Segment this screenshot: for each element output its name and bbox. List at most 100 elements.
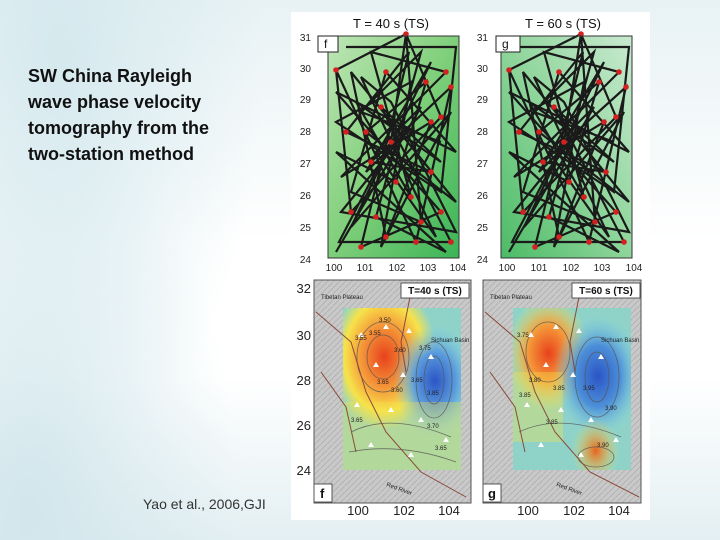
- contour-label: 3.95: [583, 386, 595, 392]
- x-tick: 100: [517, 503, 539, 518]
- y-tick: 30: [297, 328, 311, 343]
- x-tick: 102: [563, 263, 580, 274]
- x-tick: 104: [626, 263, 643, 274]
- x-tick: 102: [393, 503, 415, 518]
- contour-label: 3.85: [427, 391, 439, 397]
- x-tick: 104: [438, 503, 460, 518]
- panel-g-station-triangles: [524, 324, 619, 457]
- panel-f-map-letter: f: [320, 486, 325, 501]
- panel-f-velocity-map: 3.50 3.55 3.55 3.60 3.65 3.75 3.60 3.65 …: [297, 279, 472, 518]
- panel-f-x-ticks: 100 101 102 103 104: [326, 263, 467, 274]
- panel-f-path-lines: [333, 32, 458, 253]
- citation: Yao et al., 2006,GJI: [143, 496, 266, 512]
- y-tick: 31: [477, 33, 489, 44]
- y-tick: 28: [300, 127, 312, 138]
- panel-f-label-tibetan: Tibetan Plateau: [321, 295, 363, 301]
- y-tick: 27: [477, 159, 489, 170]
- panel-f-map-x-ticks: 100 102 104: [347, 503, 460, 518]
- x-tick: 102: [389, 263, 406, 274]
- y-tick: 25: [477, 223, 489, 234]
- tomography-figure: f T = 40 s (TS) 31 30 29 28 27 26 25 24 …: [291, 12, 650, 520]
- panel-g-stations: [506, 31, 629, 250]
- contour-label: 3.65: [435, 446, 447, 452]
- contour-label: 3.65: [411, 378, 423, 384]
- y-tick: 24: [477, 255, 489, 266]
- x-tick: 104: [608, 503, 630, 518]
- panel-f-contour-labels: 3.50 3.55 3.55 3.60 3.65 3.75 3.60 3.65 …: [351, 318, 447, 452]
- title-line-3: tomography from the: [28, 118, 210, 138]
- panel-g-x-ticks: 100 101 102 103 104: [499, 263, 643, 274]
- panel-f-faults: [315, 291, 467, 498]
- x-tick: 103: [594, 263, 611, 274]
- panel-g-y-ticks: 31 30 29 28 27 26 25 24: [477, 33, 489, 266]
- x-tick: 104: [450, 263, 467, 274]
- title-line-2: wave phase velocity: [28, 92, 202, 112]
- panel-g-label-tibetan: Tibetan Plateau: [490, 295, 532, 301]
- panel-f-station-triangles: [354, 324, 449, 457]
- y-tick: 31: [300, 33, 312, 44]
- contour-label: 3.75: [517, 333, 529, 339]
- contour-label: 3.80: [529, 378, 541, 384]
- panel-f-label-sichuan: Sichuan Basin: [431, 338, 469, 344]
- panel-f-y-ticks: 31 30 29 28 27 26 25 24: [300, 33, 312, 266]
- x-tick: 102: [563, 503, 585, 518]
- panel-g-contour-labels: 3.75 3.80 3.85 3.85 3.95 3.90 3.85 3.90: [517, 333, 617, 449]
- contour-label: 3.50: [379, 318, 391, 324]
- y-tick: 25: [300, 223, 312, 234]
- panel-f-map-title-box: [400, 282, 470, 299]
- panel-g-path-lines: [506, 32, 631, 253]
- panel-g-faults: [484, 291, 640, 498]
- y-tick: 26: [300, 191, 312, 202]
- x-tick: 100: [347, 503, 369, 518]
- panel-f-title: T = 40 s (TS): [353, 16, 429, 31]
- contour-label: 3.85: [546, 420, 558, 426]
- y-tick: 28: [477, 127, 489, 138]
- slide-background: [0, 0, 300, 540]
- contour-label: 3.55: [369, 331, 381, 337]
- panel-g-letter: g: [502, 37, 509, 51]
- title-line-1: SW China Rayleigh: [28, 66, 193, 86]
- y-tick: 30: [477, 64, 489, 75]
- x-tick: 100: [499, 263, 516, 274]
- contour-label: 3.60: [391, 388, 403, 394]
- panel-g-map-letter: g: [488, 486, 496, 501]
- title-line-4: two-station method: [28, 144, 194, 164]
- y-tick: 32: [297, 281, 311, 296]
- x-tick: 100: [326, 263, 343, 274]
- contour-label: 3.55: [355, 336, 367, 342]
- panel-f-letter: f: [324, 37, 328, 51]
- y-tick: 30: [300, 64, 312, 75]
- y-tick: 29: [300, 95, 312, 106]
- panel-f-map-title: T=40 s (TS): [408, 286, 462, 297]
- contour-label: 3.65: [351, 418, 363, 424]
- y-tick: 29: [477, 95, 489, 106]
- panel-g-map-x-ticks: 100 102 104: [517, 503, 630, 518]
- figure-svg: f T = 40 s (TS) 31 30 29 28 27 26 25 24 …: [297, 16, 643, 518]
- contour-label: 3.90: [597, 443, 609, 449]
- contour-label: 3.85: [519, 393, 531, 399]
- contour-label: 3.60: [394, 348, 406, 354]
- x-tick: 101: [357, 263, 374, 274]
- contour-label: 3.75: [419, 346, 431, 352]
- panel-f-path-coverage: f T = 40 s (TS) 31 30 29 28 27 26 25 24 …: [300, 16, 467, 274]
- panel-f-contours: [348, 321, 457, 463]
- y-tick: 28: [297, 373, 311, 388]
- contour-label: 3.85: [553, 386, 565, 392]
- x-tick: 101: [531, 263, 548, 274]
- x-tick: 103: [420, 263, 437, 274]
- panel-g-map-title-box: [571, 282, 641, 299]
- y-tick: 24: [297, 463, 311, 478]
- panel-g-path-coverage: g T = 60 s (TS) 31 30 29 28 27 26 25 24 …: [477, 16, 643, 274]
- contour-label: 3.65: [377, 380, 389, 386]
- panel-g-map-title: T=60 s (TS): [579, 286, 633, 297]
- slide-title: SW China Rayleigh wave phase velocity to…: [28, 63, 278, 167]
- panel-f-stations: [333, 31, 454, 250]
- panel-g-letter-box: [495, 35, 521, 53]
- y-tick: 26: [297, 418, 311, 433]
- y-tick: 24: [300, 255, 312, 266]
- contour-label: 3.90: [605, 406, 617, 412]
- y-tick: 26: [477, 191, 489, 202]
- panel-g-label-sichuan: Sichuan Basin: [601, 338, 639, 344]
- y-tick: 27: [300, 159, 312, 170]
- contour-label: 3.70: [427, 424, 439, 430]
